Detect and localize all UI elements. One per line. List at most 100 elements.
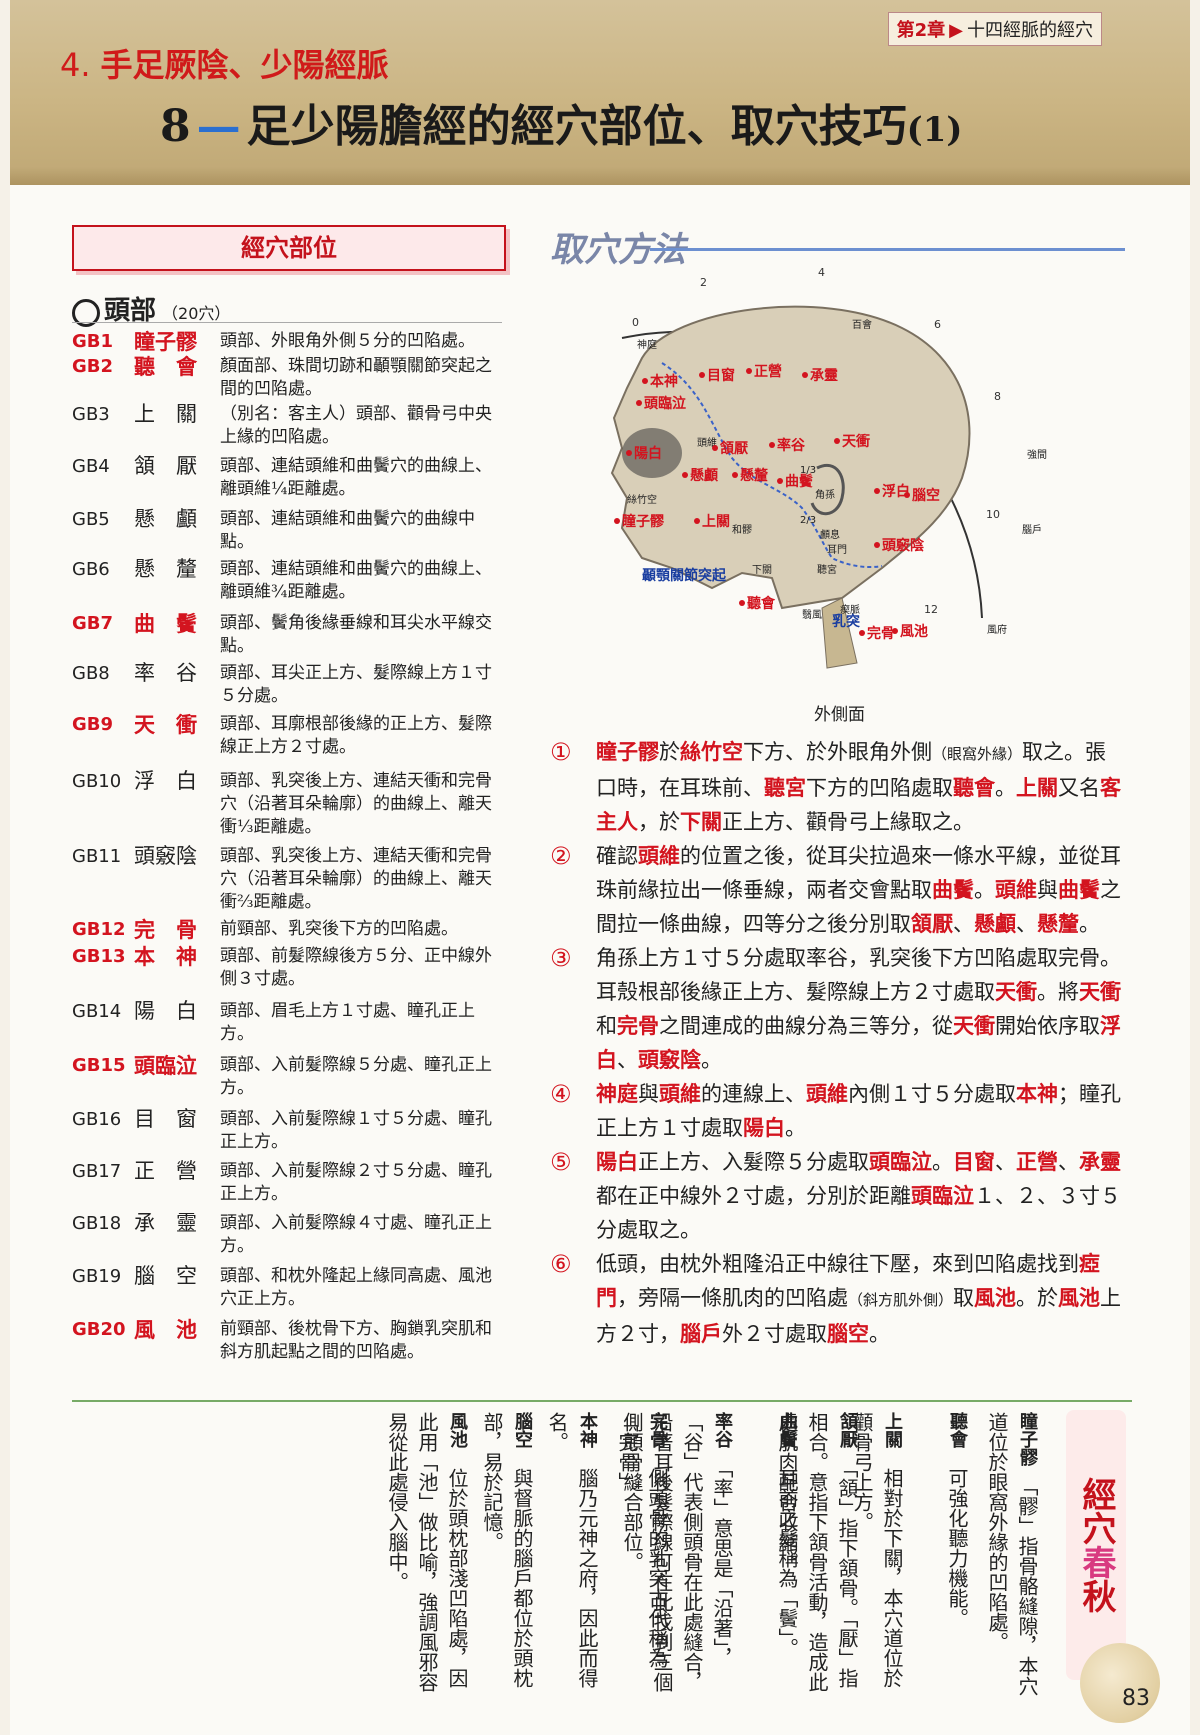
step-text: 絲竹空 (680, 739, 743, 764)
scale-tick-4: 4 (818, 268, 825, 279)
point-description: 頭部、和枕外隆起上緣同高處、風池穴正上方。 (220, 1266, 492, 1309)
step-text: 、 (1058, 1150, 1079, 1174)
diagram-point-dot (739, 600, 745, 606)
point-name: 曲 鬢 (134, 611, 197, 636)
classics-entry-head: 聽會 (947, 1412, 968, 1448)
diagram-point-dot (732, 472, 738, 478)
page: 第2章 ▶ 十四經脈的經穴 4. 手足厥陰、少陽經脈 8— 足少陽膽經的經穴部位、取穴技… (10, 0, 1190, 1735)
point-description: （別名：客主人）頭部、顴骨弓中央上緣的凹陷處。 (220, 404, 492, 447)
step-text: 頭臨泣 (911, 1183, 974, 1208)
diagram-point-dot (874, 542, 880, 548)
title-text: 足少陽膽經的經穴部位、取穴技巧 (246, 101, 907, 152)
point-description: 頭部、入前髮際線５分處、瞳孔正上方。 (220, 1055, 492, 1098)
diagram-label: 強間 (1027, 448, 1047, 461)
point-code: GB14 (72, 1001, 122, 1022)
step-text: （斜方肌外側） (848, 1291, 954, 1309)
step-text: 腦戶 (680, 1321, 722, 1346)
point-code: GB7 (72, 613, 114, 634)
step-text: 腦空 (827, 1321, 869, 1346)
diagram-point-label: 瞳子髎 (622, 513, 665, 530)
diagram-point-dot (614, 518, 620, 524)
step-text: 天衝 (995, 979, 1037, 1004)
classics-entry-head: 腦空 (512, 1412, 533, 1448)
step-text: 天衝 (1079, 979, 1121, 1004)
classics-entry-head: 頷厭 (837, 1412, 858, 1448)
scale-tick-10: 10 (986, 508, 1000, 521)
point-code: GB5 (72, 509, 110, 530)
step-text: 開始依序取 (995, 1014, 1100, 1038)
diagram-point-label: 目窗 (707, 367, 735, 384)
title-number: 8 (160, 101, 191, 152)
step-text: 風池 (974, 1285, 1017, 1310)
step-text: １、２、３寸５分處取之。 (596, 1184, 1121, 1242)
classics-entry-head: 完骨 (647, 1412, 668, 1448)
method-step: ③ 角孫上方１寸５分處取率谷，乳突後下方凹陷處取完骨。耳殼根部後緣正上方、髮際線上… (550, 941, 1125, 1077)
diagram-point-label: 風池 (900, 623, 928, 640)
diagram-label: 顱息 (820, 528, 840, 541)
diagram-point-label: 上關 (702, 514, 730, 530)
point-description: 頭部、眉毛上方１寸處、瞳孔正上方。 (220, 1001, 475, 1044)
classics-entry-text: 可強化聽力機能。 (945, 1448, 969, 1628)
page-title: 8— 足少陽膽經的經穴部位、取穴技巧(1) (160, 90, 962, 154)
point-code: GB2 (72, 356, 114, 377)
diagram-point-dot (859, 630, 865, 636)
classics-entry: 風池 位於頭枕部淺凹陷處，因此用「池」做比喻，強調風邪容易從此處侵入腦中。 (382, 1412, 472, 1702)
point-code: GB12 (72, 919, 126, 940)
point-description: 頭部、耳廓根部後緣的正上方、髮際線正上方２寸處。 (220, 714, 492, 757)
step-text: 上方２寸， (596, 1286, 1122, 1346)
step-text: 曲鬢 (932, 877, 974, 902)
scale-tick-2: 2 (700, 276, 707, 289)
step-text: 頭維 (995, 877, 1037, 902)
point-code: GB4 (72, 456, 110, 477)
step-text: 懸釐 (1037, 911, 1079, 936)
diagram-point-label: 腦空 (912, 487, 940, 504)
diagram-point-dot (682, 472, 688, 478)
diagram-point-label: 完骨 (867, 625, 895, 642)
chapter-number: 第2章 (896, 20, 946, 41)
point-code: GB15 (72, 1055, 126, 1076)
step-text: 與 (1037, 878, 1058, 902)
point-description: 前頸部、乳突後下方的凹陷處。 (220, 919, 458, 939)
step-text: 。 (995, 776, 1016, 800)
step-text: 頷厭 (911, 911, 953, 936)
diagram-landmark-label: 乳突 (832, 613, 860, 630)
step-text: 。 (869, 1322, 890, 1346)
step-text: 取 (953, 1286, 975, 1310)
method-step: ④ 神庭與頭維的連線上、頭維內側１寸５分處取本神；瞳孔正上方１寸處取陽白。 (550, 1077, 1125, 1145)
diagram-label: 翳風 (802, 609, 822, 621)
diagram-label: 下關 (752, 564, 772, 576)
step-text: 與 (638, 1082, 659, 1106)
step-text: 聽宮 (764, 775, 806, 800)
title-part: (1) (906, 110, 963, 150)
step-text: 正上方、入髮際５分處取 (638, 1150, 869, 1174)
step-text: 頭維 (638, 843, 680, 868)
classics-entry-text: 「頷」指下頷骨。「厭」指相合。意指下頷骨活動，造成此處肌肉配合收縮。 (775, 1412, 859, 1692)
diagram-point-dot (777, 478, 783, 484)
step-text: 、 (617, 1048, 638, 1072)
head-count: （20穴） (162, 304, 231, 323)
step-text: 和 (596, 1014, 617, 1038)
diagram-label: 聽宮 (817, 563, 837, 576)
diagram-point-label: 率谷 (777, 437, 806, 454)
step-text: 的連線上、 (701, 1082, 806, 1106)
classics-entry-text: 耳前之髮稱為「鬢」。 (775, 1448, 799, 1658)
classics-entry-head: 曲鬢 (777, 1412, 798, 1448)
chapter-arrow-icon: ▶ (949, 20, 963, 41)
point-name: 懸 釐 (134, 557, 197, 581)
diagram-point-dot (874, 488, 880, 494)
diagram-label: 和髎 (732, 524, 752, 536)
point-name: 正 營 (134, 1159, 197, 1183)
point-description: 頭部、乳突後上方、連結天衝和完骨穴（沿著耳朵輪廓）的曲線上、離天衝⅓距離處。 (220, 771, 492, 837)
diagram-label: 百會 (852, 318, 872, 331)
point-name: 風 池 (134, 1317, 197, 1342)
scale-tick-8: 8 (994, 390, 1001, 403)
diagram-label: 絲竹空 (627, 493, 657, 506)
classics-entry: 率谷 「率」意思是「沿著」，「谷」代表側頭骨在此處縫合，沿著耳後髮際線可在此找到… (617, 1412, 737, 1702)
point-name: 上 關 (134, 402, 197, 426)
point-description: 顏面部、珠間切跡和顳顎關節突起之間的凹陷處。 (220, 356, 492, 399)
point-name: 聽 會 (134, 354, 197, 379)
section-number: 4. (60, 46, 91, 84)
diagram-point-label: 頭竅陰 (882, 537, 925, 554)
diagram-point-dot (904, 492, 910, 498)
